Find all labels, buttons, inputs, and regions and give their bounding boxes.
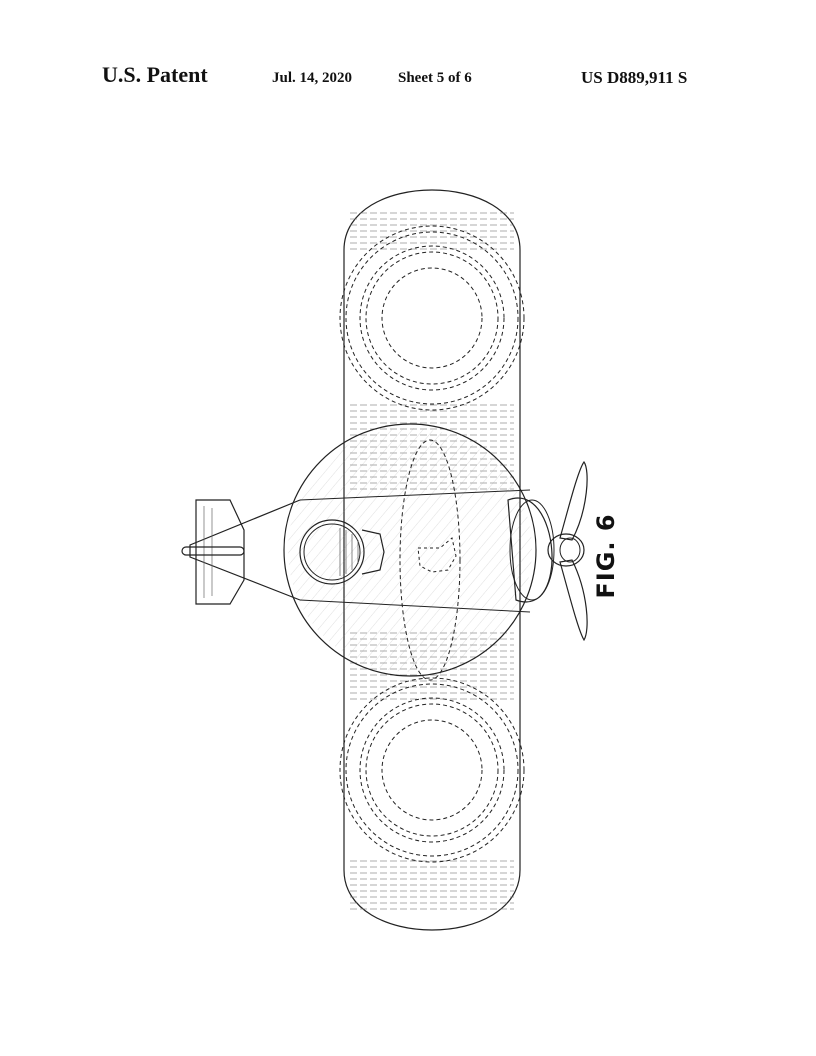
lower-wheel xyxy=(340,678,524,862)
figure-label: FIG. 6 xyxy=(592,513,620,598)
tail-rod xyxy=(182,547,244,555)
tail-fin xyxy=(196,500,244,604)
upper-wheel xyxy=(340,226,524,410)
